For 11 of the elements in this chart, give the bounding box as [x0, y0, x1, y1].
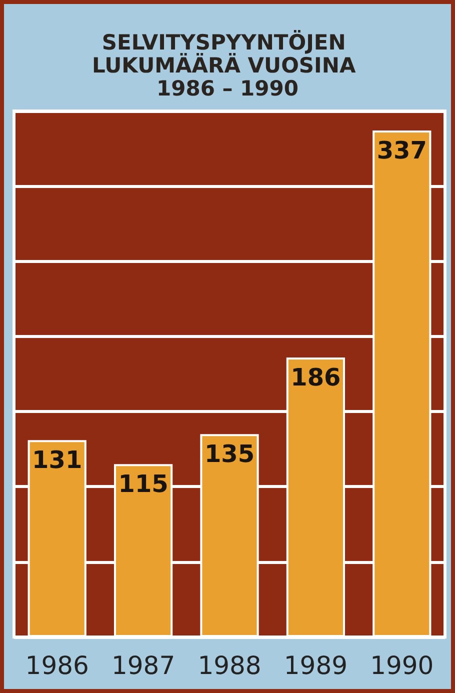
x-tick-label: 1990: [370, 651, 434, 680]
x-tick-label: 1987: [111, 651, 176, 680]
data-label: 337: [376, 136, 427, 165]
x-tick-label: 1988: [198, 651, 262, 680]
x-tick-label: 1989: [284, 651, 348, 680]
data-label: 115: [118, 470, 168, 498]
data-label: 135: [204, 440, 255, 468]
x-tick-label: 1986: [25, 651, 89, 680]
chart-title: SELVITYSPYYNTÖJEN LUKUMÄÄRÄ VUOSINA 1986 – 1990: [92, 30, 364, 100]
data-label: 186: [290, 363, 341, 392]
data-label: 131: [32, 446, 82, 474]
